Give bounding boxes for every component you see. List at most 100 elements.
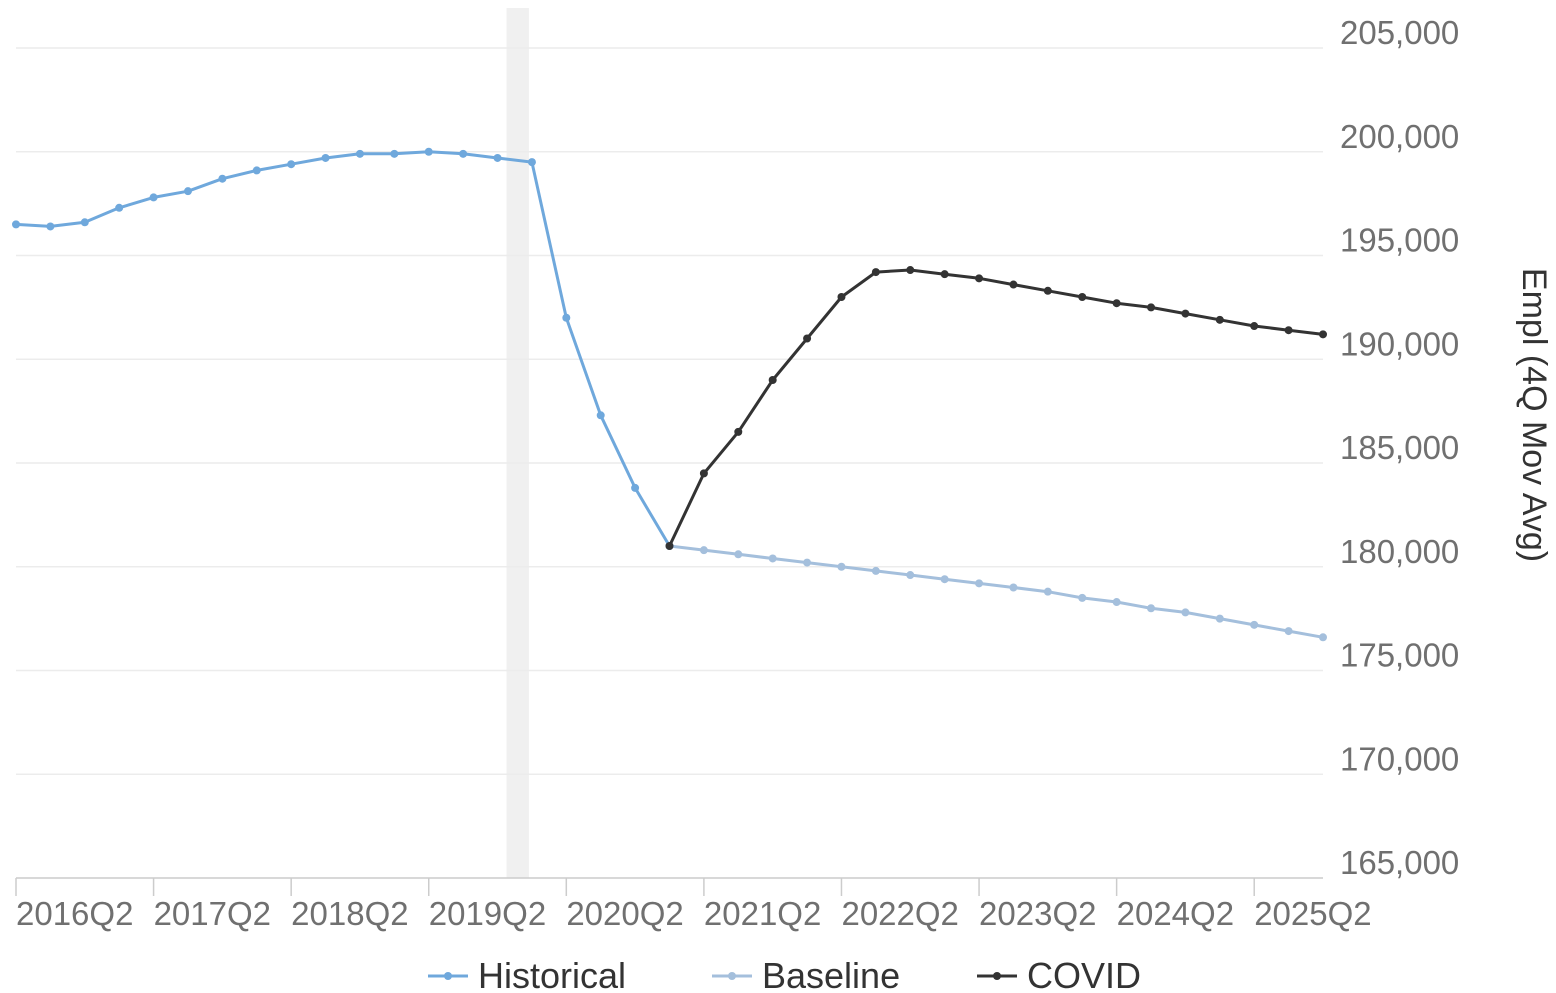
- x-tick-label: 2024Q2: [1117, 895, 1234, 932]
- baseline-point: [734, 550, 743, 559]
- y-tick-label: 180,000: [1340, 533, 1459, 570]
- x-tick-label: 2017Q2: [154, 895, 271, 932]
- legend-label-covid: COVID: [1027, 955, 1141, 993]
- historical-line: [15, 150, 671, 547]
- covid-series: [665, 266, 1327, 550]
- covid-point: [665, 542, 674, 550]
- legend-label-historical: Historical: [478, 955, 626, 993]
- legend[interactable]: Historical Baseline COVID: [428, 955, 1141, 993]
- covid-point: [1078, 293, 1087, 301]
- y-tick-label: 165,000: [1340, 844, 1459, 881]
- y-tick-label: 205,000: [1340, 14, 1459, 51]
- covid-point: [1215, 315, 1224, 324]
- covid-point: [837, 293, 846, 301]
- baseline-point: [1147, 604, 1156, 613]
- legend-item-baseline[interactable]: Baseline: [712, 955, 900, 993]
- y-tick-label: 200,000: [1340, 118, 1459, 155]
- baseline-line: [669, 544, 1324, 639]
- historical-point: [218, 174, 227, 183]
- baseline-point: [906, 571, 915, 580]
- historical-point: [287, 160, 296, 169]
- baseline-point: [1112, 598, 1121, 607]
- covid-point: [906, 266, 915, 275]
- historical-point: [390, 149, 399, 158]
- y-tick-label: 175,000: [1340, 637, 1459, 674]
- y-tick-label: 190,000: [1340, 325, 1459, 362]
- covid-point: [1181, 309, 1190, 318]
- historical-point: [596, 411, 605, 420]
- baseline-point: [940, 575, 949, 584]
- x-tick-label: 2020Q2: [566, 895, 683, 932]
- baseline-point: [803, 558, 812, 567]
- x-axis-tick-labels: 2016Q2 2017Q2 2018Q2 2019Q2 2020Q2 2021Q2 2022…: [16, 895, 1372, 932]
- shaded-period-rect: [506, 8, 529, 878]
- covid-point: [768, 376, 777, 384]
- historical-point: [631, 483, 640, 492]
- covid-point: [1250, 322, 1259, 331]
- x-tick-label: 2025Q2: [1254, 895, 1371, 932]
- covid-point: [734, 427, 743, 436]
- shaded-period-band: [506, 8, 529, 878]
- x-tick-label: 2019Q2: [429, 895, 546, 932]
- historical-point: [12, 220, 20, 229]
- baseline-point: [1284, 627, 1293, 636]
- x-tick-label: 2023Q2: [979, 895, 1096, 932]
- gridlines: [16, 47, 1323, 775]
- historical-point: [115, 203, 124, 212]
- covid-point: [1147, 303, 1156, 312]
- baseline-point: [975, 579, 984, 588]
- legend-item-covid[interactable]: COVID: [977, 955, 1141, 993]
- covid-line: [668, 268, 1324, 547]
- baseline-point: [768, 554, 777, 563]
- covid-point: [1112, 299, 1121, 308]
- series-lines: [12, 147, 1327, 642]
- historical-series: [12, 147, 674, 550]
- historical-point: [183, 187, 192, 196]
- legend-item-historical[interactable]: Historical: [428, 955, 626, 993]
- legend-marker-historical: [444, 972, 452, 980]
- historical-point: [493, 153, 502, 162]
- legend-marker-covid: [993, 972, 1001, 980]
- covid-point: [1319, 330, 1327, 339]
- historical-point: [459, 149, 468, 158]
- legend-marker-baseline: [728, 972, 736, 980]
- x-tick-label: 2018Q2: [291, 895, 408, 932]
- baseline-point: [1009, 583, 1018, 592]
- x-tick-label: 2021Q2: [704, 895, 821, 932]
- historical-point: [527, 158, 536, 167]
- covid-point: [871, 268, 880, 277]
- historical-point: [424, 147, 433, 156]
- legend-label-baseline: Baseline: [762, 955, 900, 993]
- covid-point: [1009, 280, 1018, 289]
- covid-point: [975, 274, 984, 283]
- baseline-point: [1215, 614, 1224, 623]
- y-axis-tick-labels: 205,000 200,000 195,000 190,000 185,000 180,0…: [1340, 14, 1459, 881]
- baseline-series: [665, 542, 1327, 642]
- historical-point: [321, 153, 330, 162]
- y-tick-label: 185,000: [1340, 429, 1459, 466]
- baseline-point: [1043, 587, 1052, 596]
- x-tick-label: 2016Q2: [16, 895, 133, 932]
- covid-point: [940, 270, 949, 279]
- covid-point: [1043, 286, 1052, 295]
- historical-point: [149, 193, 158, 202]
- y-tick-label: 195,000: [1340, 222, 1459, 259]
- x-tick-label: 2022Q2: [841, 895, 958, 932]
- historical-point: [46, 222, 55, 231]
- y-axis-label: Empl (4Q Mov Avg): [1515, 268, 1553, 562]
- historical-point: [355, 149, 364, 158]
- x-axis: [15, 877, 1323, 896]
- historical-point: [80, 218, 89, 227]
- covid-point: [699, 469, 708, 478]
- baseline-point: [1250, 620, 1259, 629]
- historical-point: [252, 166, 261, 175]
- baseline-point: [871, 566, 880, 575]
- y-tick-label: 170,000: [1340, 740, 1459, 777]
- baseline-point: [699, 546, 708, 555]
- covid-point: [1284, 326, 1293, 335]
- historical-point: [562, 313, 571, 322]
- baseline-point: [1319, 633, 1327, 642]
- baseline-point: [837, 562, 846, 571]
- baseline-point: [1181, 608, 1190, 617]
